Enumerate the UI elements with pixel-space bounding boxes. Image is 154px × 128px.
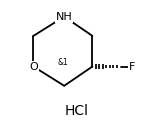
Text: O: O xyxy=(29,62,38,72)
Text: F: F xyxy=(129,62,135,72)
Text: &1: &1 xyxy=(57,58,68,67)
Text: NH: NH xyxy=(56,12,73,22)
Text: HCl: HCl xyxy=(65,104,89,118)
